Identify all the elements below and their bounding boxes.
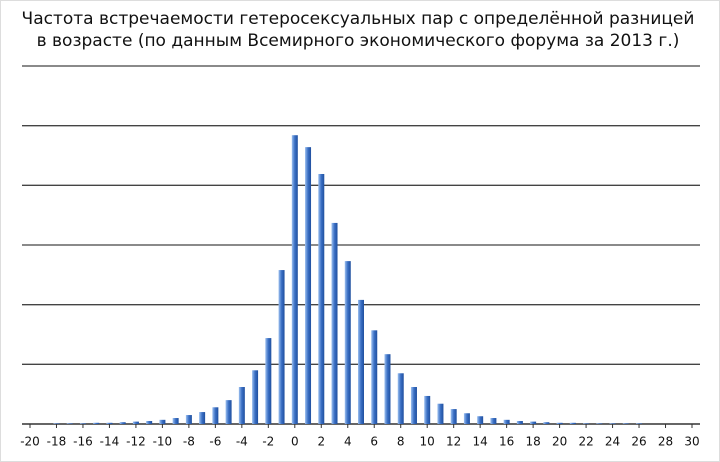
bar [305,147,312,424]
bar [185,415,192,424]
bar [358,299,364,424]
bar [450,409,457,424]
x-tick-label: -10 [153,435,173,449]
bar [543,422,550,424]
chart-title: в возрасте (по данным Всемирного экономи… [37,31,680,51]
x-tick-label: 28 [658,435,673,449]
bar [146,421,153,424]
bar [463,413,470,424]
bar [119,422,126,424]
bar [199,412,206,424]
bar [609,423,616,424]
x-tick-label: -2 [262,435,274,449]
bar [53,423,60,424]
bar [410,387,417,424]
x-tick-label: -4 [236,435,248,449]
bar [622,423,629,424]
x-tick-label: 0 [291,435,299,449]
x-tick-label: -20 [20,435,40,449]
bar [516,421,523,424]
bar [477,416,484,424]
x-tick-label: 18 [525,435,540,449]
bar [530,421,537,424]
chart-title: Частота встречаемости гетеросексуальных … [22,9,695,29]
x-tick-label: 24 [605,435,620,449]
x-tick-label: 2 [317,435,325,449]
bar [225,400,232,424]
bar [238,387,245,424]
x-tick-label: 12 [446,435,461,449]
bar [569,422,576,424]
bar [424,395,431,424]
bar [583,423,590,424]
x-tick-label: 4 [344,435,352,449]
bar [265,338,272,424]
bar [331,222,338,424]
bar [503,419,510,424]
bar [556,422,563,424]
x-tick-label: -6 [209,435,221,449]
bar [106,422,113,424]
bar [397,373,404,424]
x-tick-label: -14 [100,435,120,449]
bar [278,270,285,424]
x-tick-label: 30 [684,435,699,449]
x-tick-label: 14 [473,435,488,449]
x-tick-label: 6 [370,435,378,449]
bar [66,423,73,424]
bar [159,419,166,424]
x-tick-label: 10 [420,435,435,449]
bar [490,418,497,424]
x-tick-label: 8 [397,435,405,449]
x-tick-label: 16 [499,435,514,449]
bar [344,261,351,424]
bar [318,173,325,424]
bar [79,423,86,424]
bar [636,423,643,424]
x-tick-label: 22 [578,435,593,449]
x-tick-label: -8 [183,435,195,449]
x-tick-label: 20 [552,435,567,449]
bar [172,418,179,424]
bar [252,370,259,424]
bar [212,407,219,424]
x-tick-label: -16 [73,435,93,449]
bar [291,135,298,425]
bar [93,422,100,424]
bar [132,421,139,424]
bar [437,403,444,424]
bar [371,330,378,424]
x-tick-label: -18 [47,435,67,449]
x-tick-label: 26 [631,435,646,449]
bar [596,423,603,424]
x-tick-label: -12 [126,435,146,449]
bar [384,354,391,424]
